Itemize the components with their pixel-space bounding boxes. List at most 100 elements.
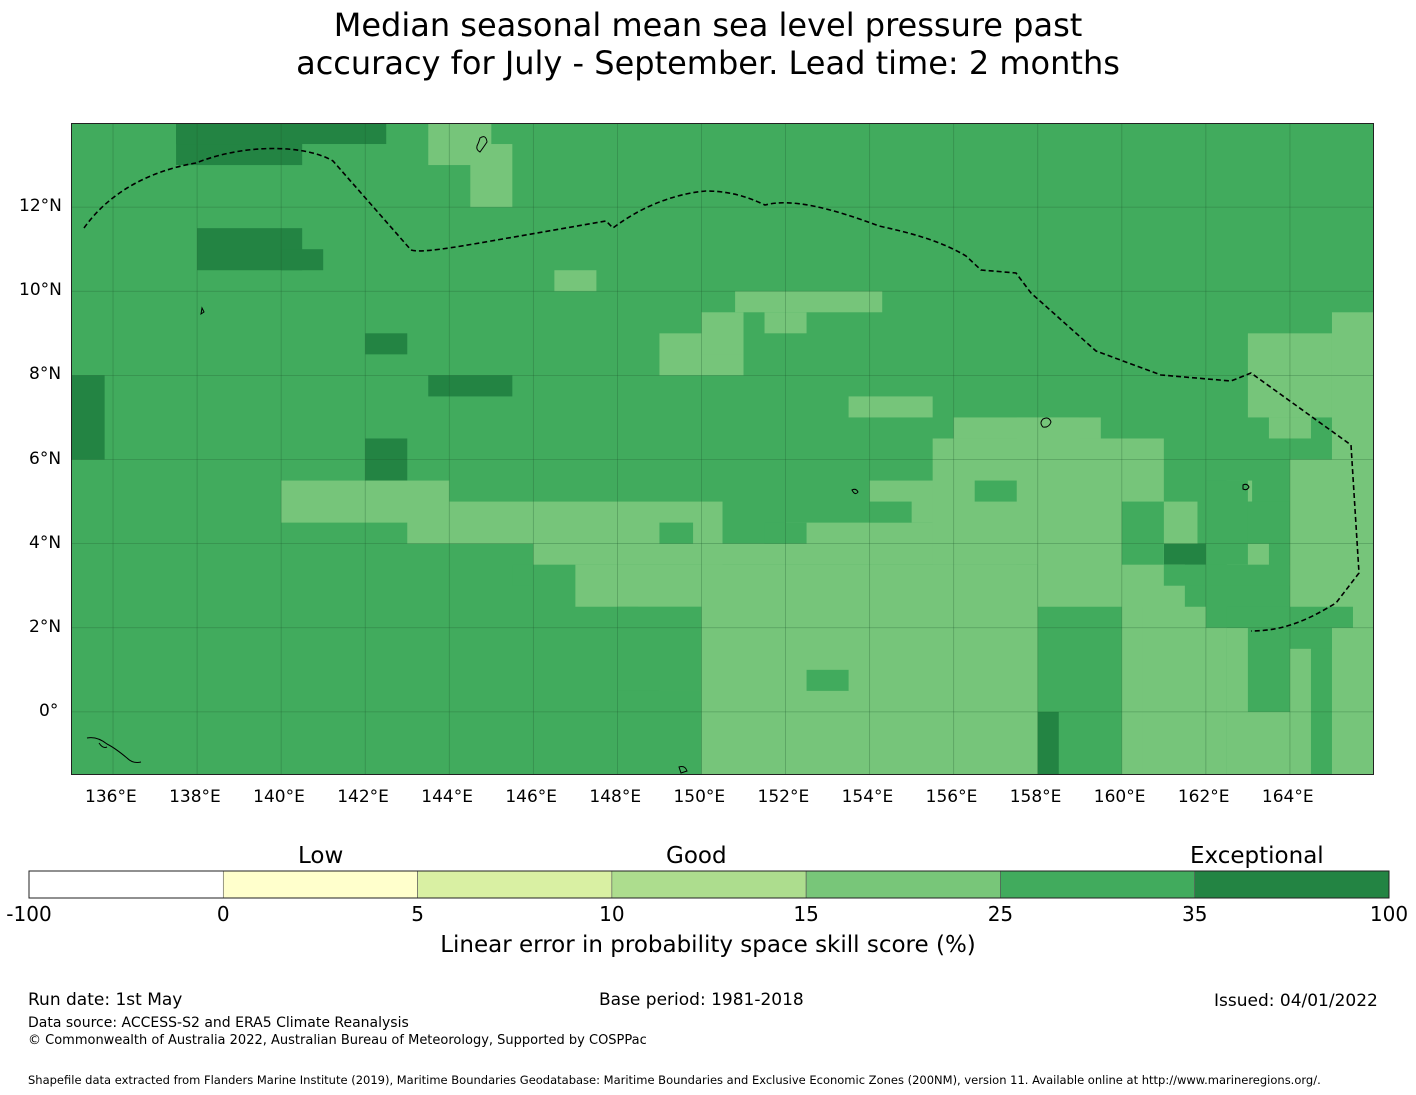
colorbar-tick-label: -100 [6, 902, 52, 926]
colorbar-tick-label: 25 [987, 902, 1014, 926]
island-kosrae [851, 488, 859, 495]
latitude-tick-label: 10°N [19, 280, 62, 301]
skill-cell [554, 270, 597, 292]
latitude-tick-label: 12°N [19, 196, 62, 217]
skill-cell [365, 438, 408, 481]
longitude-tick-label: 164°E [1261, 787, 1314, 807]
skill-cell [176, 123, 387, 145]
skill-cell [1205, 480, 1248, 565]
colorbar-segment [1000, 870, 1196, 899]
issued-date: Issued: 04/01/2022 [1214, 991, 1378, 1011]
colorbar-tick-label: 0 [216, 902, 230, 926]
skill-cell [533, 543, 786, 565]
eez-boundary [83, 147, 1360, 632]
longitude-tick-label: 162°E [1177, 787, 1230, 807]
island-solomons [86, 737, 142, 763]
shapefile-credit: Shapefile data extracted from Flanders M… [28, 1073, 1321, 1087]
skill-cell [701, 564, 1038, 775]
latitude-tick-label: 8°N [29, 364, 62, 385]
skill-cell [1268, 417, 1311, 439]
colorbar-label: Linear error in probability space skill … [440, 932, 976, 958]
latitude-tick-label: 2°N [29, 616, 62, 637]
skill-map [71, 123, 1374, 775]
skill-cell [1247, 333, 1332, 418]
longitude-tick-label: 158°E [1009, 787, 1062, 807]
skill-cell [1226, 606, 1353, 628]
colorbar-tick-label: 100 [1369, 902, 1409, 926]
skill-cell [1142, 606, 1227, 775]
skill-cell [281, 249, 324, 271]
run-date: Run date: 1st May [28, 990, 183, 1010]
colorbar-tick-label: 10 [599, 902, 625, 926]
colorbar-segment [611, 870, 807, 899]
title-line-1: Median seasonal mean sea level pressure … [333, 6, 1083, 44]
skill-cell [806, 669, 849, 691]
longitude-tick-label: 142°E [337, 787, 389, 807]
skill-cell [1121, 501, 1164, 565]
skill-cell [869, 501, 912, 523]
skill-cell [659, 522, 694, 544]
colorbar-word-exceptional: Exceptional [1190, 843, 1324, 869]
latitude-tick-label: 6°N [29, 448, 62, 469]
longitude-tick-label: 152°E [757, 787, 810, 807]
skill-cell [617, 690, 702, 775]
skill-cell [1247, 501, 1290, 544]
data-source: Data source: ACCESS-S2 and ERA5 Climate … [28, 1015, 409, 1031]
longitude-tick-label: 138°E [169, 787, 221, 807]
longitude-tick-label: 160°E [1093, 787, 1146, 807]
colorbar-segment [417, 870, 613, 899]
colorbar-word-low: Low [298, 843, 344, 869]
base-period: Base period: 1981-2018 [599, 990, 804, 1010]
chart-title: Median seasonal mean sea level pressure … [0, 6, 1416, 82]
copyright: © Commonwealth of Australia 2022, Austra… [28, 1033, 647, 1048]
island-bougainville [678, 766, 688, 774]
skill-cell [764, 312, 807, 334]
skill-cell [365, 333, 408, 355]
colorbar-segment [222, 870, 418, 899]
latitude-tick-label: 4°N [29, 532, 62, 553]
island-outlines [86, 136, 1250, 774]
longitude-tick-label: 150°E [673, 787, 726, 807]
skill-cell [1289, 627, 1332, 649]
colorbar-outline [28, 870, 1390, 899]
skill-cell [764, 522, 807, 544]
colorbar-segment [28, 870, 224, 899]
colorbar-segment [1194, 870, 1390, 899]
skill-cell [470, 144, 513, 208]
skill-cell [1247, 627, 1290, 712]
skill-cell [974, 480, 1017, 502]
island-chuuk [1040, 417, 1052, 428]
skill-cell [1163, 564, 1206, 586]
map-gridlines [71, 123, 1374, 775]
colorbar [28, 870, 1390, 899]
skill-cell [512, 564, 534, 586]
skill-cell [1289, 564, 1332, 607]
island-guam [476, 136, 488, 153]
skill-cell [953, 417, 1080, 439]
colorbar-segment [805, 870, 1001, 899]
longitude-tick-label: 140°E [253, 787, 305, 807]
longitude-tick-label: 148°E [589, 787, 642, 807]
longitude-tick-label: 154°E [841, 787, 894, 807]
colorbar-tick-label: 5 [411, 902, 424, 926]
colorbar-word-good: Good [666, 843, 727, 869]
colorbar-tick-label: 15 [793, 902, 819, 926]
island-pohnpei [1242, 483, 1250, 491]
skill-cell [71, 375, 105, 460]
skill-cell [701, 312, 744, 355]
longitude-tick-label: 146°E [505, 787, 558, 807]
skill-cell [1163, 501, 1198, 544]
skill-cell [617, 606, 702, 691]
longitude-tick-label: 136°E [85, 787, 137, 807]
title-line-2: accuracy for July - September. Lead time… [296, 44, 1120, 82]
skill-cell [428, 375, 513, 397]
skill-cell [735, 291, 883, 313]
skill-cell [848, 396, 933, 418]
skill-cell [1163, 543, 1206, 565]
skill-cell [575, 564, 723, 607]
skill-cell [1331, 606, 1374, 775]
colorbar-tick-label: 35 [1181, 902, 1208, 926]
map-border [71, 123, 1374, 775]
island-yap [200, 306, 205, 316]
longitude-tick-label: 144°E [421, 787, 473, 807]
